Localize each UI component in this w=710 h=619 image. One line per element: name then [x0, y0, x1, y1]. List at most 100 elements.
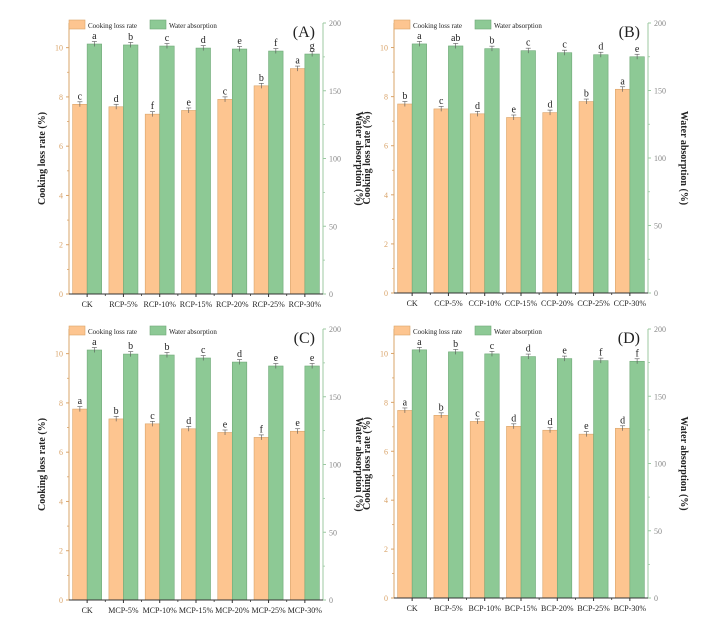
water-absorption-bar — [159, 354, 175, 601]
right-tick-label: 50 — [654, 527, 662, 536]
water-absorption-bar — [268, 50, 284, 295]
significance-letter: c — [201, 345, 206, 356]
left-tick-label: 0 — [384, 594, 388, 603]
cooking-loss-bar — [72, 408, 88, 601]
x-tick-label: BCP-15% — [505, 604, 538, 613]
significance-letter: a — [620, 76, 625, 87]
significance-letter: c — [165, 33, 170, 44]
right-tick-label: 100 — [329, 461, 341, 470]
left-tick-label: 8 — [384, 398, 388, 407]
significance-letter: a — [403, 397, 408, 408]
water-absorption-bar — [304, 365, 320, 601]
right-tick-label: 100 — [654, 460, 666, 469]
right-tick-label: 150 — [329, 87, 341, 96]
significance-letter: a — [295, 56, 300, 67]
significance-letter: c — [439, 96, 444, 107]
legend-label-cooking-loss: Cooking loss rate — [88, 328, 137, 336]
x-tick-label: BCP-20% — [541, 604, 574, 613]
x-tick-label: RCP-25% — [252, 300, 285, 309]
x-tick-label: RCP-5% — [109, 300, 138, 309]
x-tick-label: BCP-25% — [577, 604, 610, 613]
significance-letter: a — [92, 31, 97, 42]
left-tick-label: 2 — [59, 241, 63, 250]
significance-letter: f — [274, 38, 278, 49]
water-absorption-bar — [484, 48, 500, 294]
significance-letter: b — [439, 402, 444, 413]
left-tick-label: 10 — [55, 350, 63, 359]
left-axis-title: Cooking loss rate (%) — [37, 112, 48, 205]
left-tick-label: 10 — [380, 44, 388, 53]
significance-letter: c — [475, 408, 480, 419]
water-absorption-bar — [593, 360, 609, 599]
cooking-loss-bar — [542, 429, 558, 599]
x-tick-label: MCP-10% — [143, 606, 178, 615]
legend-swatch-water-absorption — [149, 19, 167, 30]
significance-letter: b — [164, 342, 169, 353]
x-tick-label: BCP-5% — [434, 604, 463, 613]
left-tick-label: 6 — [384, 447, 388, 456]
cooking-loss-bar — [433, 415, 449, 599]
left-tick-label: 2 — [384, 545, 388, 554]
right-tick-label: 150 — [654, 87, 666, 96]
x-tick-label: BCP-30% — [614, 604, 647, 613]
significance-letter: b — [128, 341, 133, 352]
legend-label-cooking-loss: Cooking loss rate — [413, 22, 462, 30]
panel-label: (D) — [618, 330, 640, 347]
water-absorption-bar — [231, 48, 248, 295]
cooking-loss-bar — [397, 410, 413, 599]
cooking-loss-bar — [181, 110, 197, 295]
right-tick-label: 100 — [654, 154, 666, 163]
legend-swatch-water-absorption — [474, 325, 492, 336]
x-tick-label: CCP-20% — [541, 299, 574, 308]
significance-letter: d — [548, 417, 553, 428]
significance-letter: f — [260, 424, 264, 435]
water-absorption-bar — [195, 47, 211, 295]
water-absorption-bar — [556, 358, 573, 599]
cooking-loss-bar — [253, 437, 269, 601]
significance-letter: b — [259, 73, 264, 84]
left-tick-label: 4 — [384, 496, 388, 505]
right-tick-label: 0 — [654, 289, 658, 298]
cooking-loss-bar — [253, 85, 269, 295]
significance-letter: e — [295, 418, 300, 429]
significance-letter: a — [417, 31, 422, 42]
x-tick-label: CK — [407, 604, 418, 613]
significance-letter: a — [92, 337, 97, 348]
legend-swatch-cooking-loss — [393, 325, 411, 336]
significance-letter: b — [453, 339, 458, 350]
right-tick-label: 200 — [329, 19, 341, 28]
water-absorption-bar — [484, 353, 500, 599]
significance-letter: e — [223, 419, 228, 430]
cooking-loss-bar — [290, 430, 306, 601]
legend-label-water-absorption: Water absorption — [169, 328, 217, 336]
left-tick-label: 0 — [59, 596, 63, 605]
significance-letter: c — [526, 38, 531, 49]
right-axis-title: Water absorption (%) — [678, 111, 689, 205]
legend-label-water-absorption: Water absorption — [494, 328, 542, 336]
legend-swatch-cooking-loss — [68, 19, 86, 30]
significance-letter: d — [201, 35, 206, 46]
left-tick-label: 0 — [384, 289, 388, 298]
significance-letter: a — [78, 396, 83, 407]
significance-letter: d — [548, 100, 553, 111]
water-absorption-bar — [231, 361, 248, 601]
right-tick-label: 50 — [329, 222, 337, 231]
cooking-loss-bar — [469, 421, 486, 599]
x-tick-label: BCP-10% — [468, 604, 501, 613]
cooking-loss-bar — [469, 113, 486, 294]
x-tick-label: MCP-15% — [179, 606, 214, 615]
x-tick-label: CCP-10% — [468, 299, 501, 308]
left-axis-title: Cooking loss rate (%) — [362, 417, 373, 510]
cooking-loss-bar — [615, 88, 631, 294]
significance-letter: e — [562, 346, 567, 357]
significance-letter: e — [635, 44, 640, 55]
cooking-loss-bar — [506, 426, 522, 599]
water-absorption-bar — [86, 349, 102, 601]
legend-swatch-cooking-loss — [393, 19, 411, 30]
left-tick-label: 10 — [380, 349, 388, 358]
significance-letter: d — [526, 344, 531, 355]
left-tick-label: 8 — [59, 399, 63, 408]
left-tick-label: 6 — [59, 448, 63, 457]
